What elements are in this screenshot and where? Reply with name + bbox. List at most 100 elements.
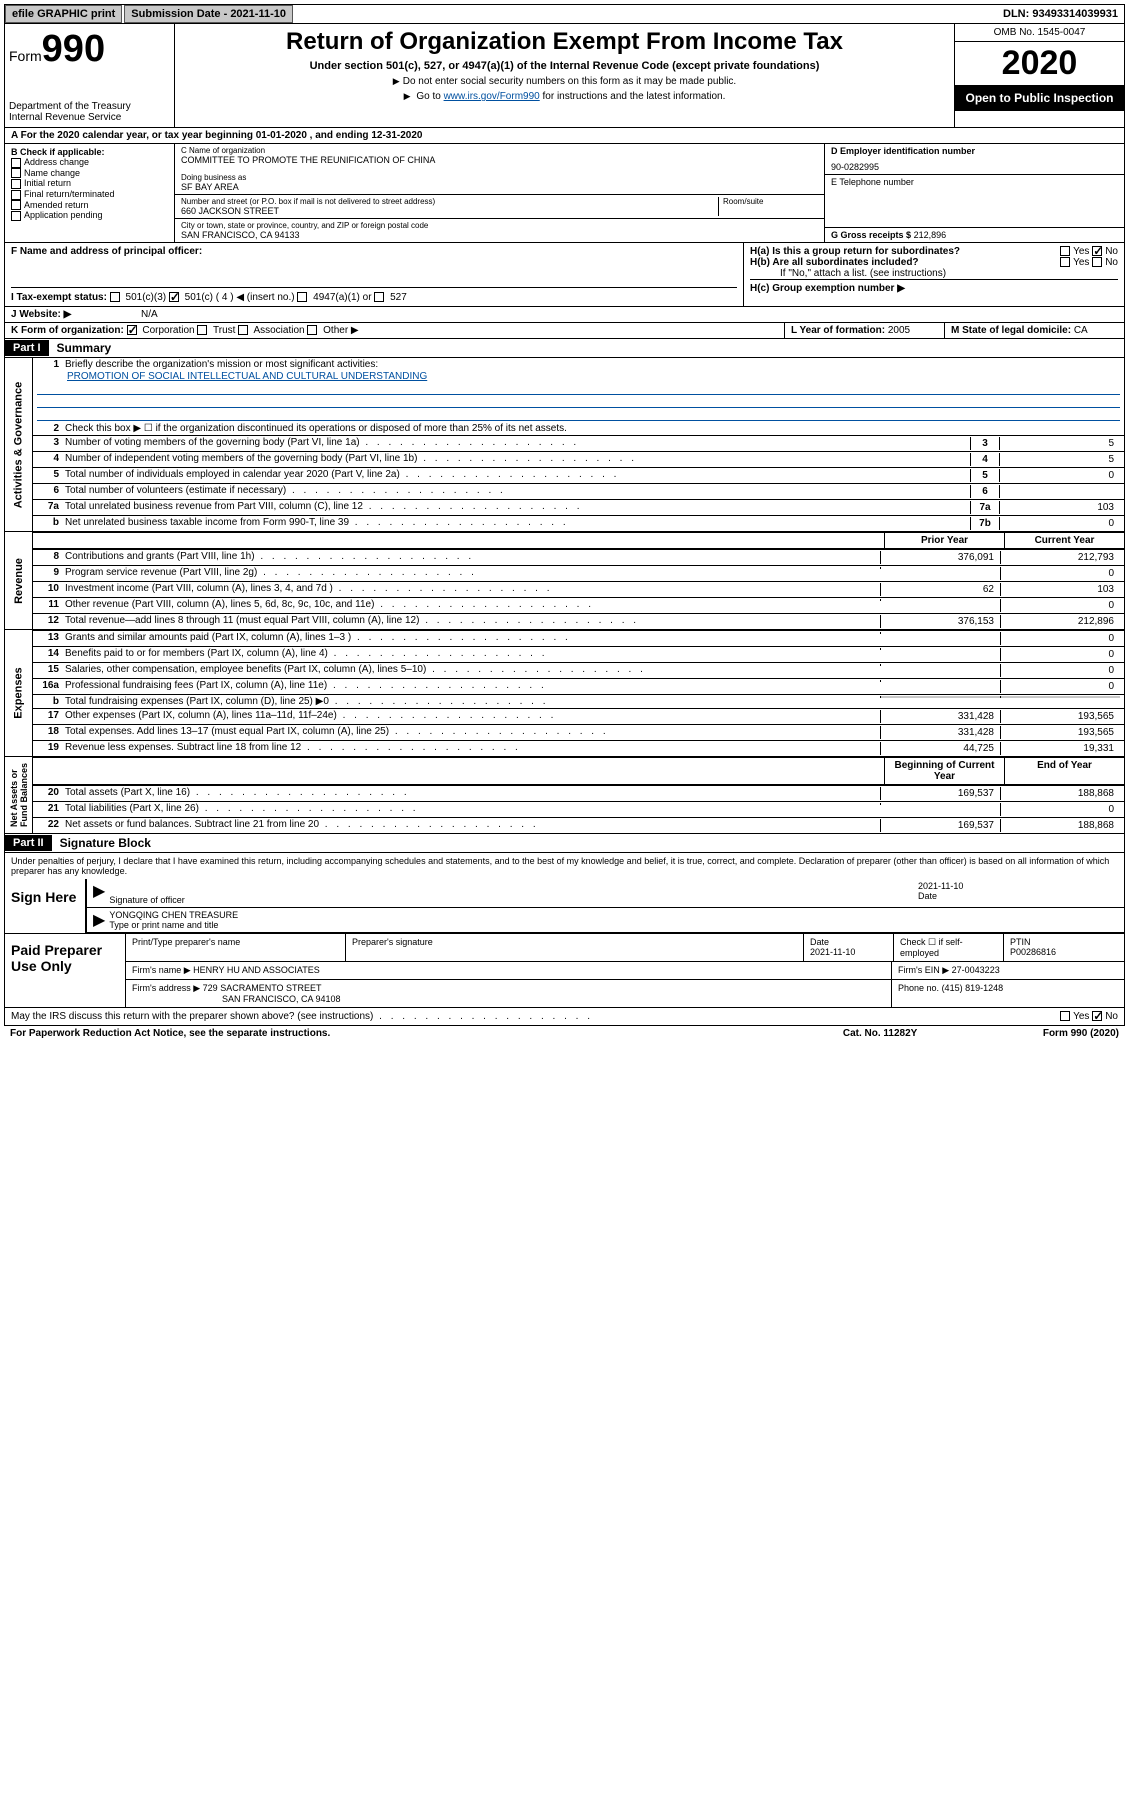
form-org-label: K Form of organization: bbox=[11, 325, 124, 336]
line-text: Total number of individuals employed in … bbox=[65, 469, 970, 480]
sig-date-label: Date bbox=[918, 891, 1118, 901]
line-value: 103 bbox=[1000, 501, 1120, 514]
line-text: Contributions and grants (Part VIII, lin… bbox=[65, 551, 880, 562]
firm-name-label: Firm's name ▶ bbox=[132, 965, 191, 975]
line-value: 5 bbox=[1000, 453, 1120, 466]
dba-label: Doing business as bbox=[181, 173, 818, 182]
line-text: Number of voting members of the governin… bbox=[65, 437, 970, 448]
dba-value: SF BAY AREA bbox=[181, 182, 818, 192]
submission-date-button[interactable]: Submission Date - 2021-11-10 bbox=[124, 5, 293, 23]
line-text: Total fundraising expenses (Part IX, col… bbox=[65, 696, 880, 707]
line-text: Total expenses. Add lines 13–17 (must eq… bbox=[65, 726, 880, 737]
ein-label: D Employer identification number bbox=[831, 146, 1118, 156]
ha-no[interactable] bbox=[1092, 246, 1102, 256]
section-b-label: B Check if applicable: bbox=[11, 147, 168, 157]
paid-preparer-label: Paid Preparer Use Only bbox=[5, 934, 125, 1007]
chk-other[interactable] bbox=[307, 325, 317, 335]
org-name: COMMITTEE TO PROMOTE THE REUNIFICATION O… bbox=[181, 155, 818, 165]
line-text: Total liabilities (Part X, line 26) bbox=[65, 803, 880, 814]
line-text: Program service revenue (Part VIII, line… bbox=[65, 567, 880, 578]
section-f-label: F Name and address of principal officer: bbox=[11, 246, 737, 257]
firm-ein: 27-0043223 bbox=[952, 965, 1000, 975]
side-activities-governance: Activities & Governance bbox=[5, 358, 33, 531]
curr-val: 0 bbox=[1000, 632, 1120, 645]
curr-val: 0 bbox=[1000, 599, 1120, 612]
prior-val bbox=[880, 664, 1000, 666]
form990-link[interactable]: www.irs.gov/Form990 bbox=[444, 91, 540, 102]
omb-number: OMB No. 1545-0047 bbox=[955, 24, 1124, 42]
line-text: Total assets (Part X, line 16) bbox=[65, 787, 880, 798]
prior-val: 376,091 bbox=[880, 551, 1000, 564]
hb-yes[interactable] bbox=[1060, 257, 1070, 267]
perjury-statement: Under penalties of perjury, I declare th… bbox=[5, 853, 1124, 879]
side-revenue: Revenue bbox=[5, 532, 33, 629]
hb-note: If "No," attach a list. (see instruction… bbox=[750, 268, 1118, 279]
hdr-begin-year: Beginning of Current Year bbox=[884, 758, 1004, 784]
ha-group-return: H(a) Is this a group return for subordin… bbox=[750, 246, 1118, 257]
sign-here-label: Sign Here bbox=[5, 879, 85, 933]
line-value bbox=[1000, 485, 1120, 487]
room-label: Room/suite bbox=[723, 197, 818, 206]
form-header: Form990 Department of the Treasury Inter… bbox=[4, 24, 1125, 128]
line-text: Total unrelated business revenue from Pa… bbox=[65, 501, 970, 512]
form-subtitle: Under section 501(c), 527, or 4947(a)(1)… bbox=[183, 60, 946, 72]
curr-val: 193,565 bbox=[1000, 710, 1120, 723]
officer-name-label: Type or print name and title bbox=[109, 920, 1118, 930]
line-box: 4 bbox=[970, 453, 1000, 466]
firm-name: HENRY HU AND ASSOCIATES bbox=[193, 965, 320, 975]
part1-badge: Part I bbox=[5, 340, 49, 356]
org-name-label: C Name of organization bbox=[181, 146, 818, 155]
topbar: efile GRAPHIC print Submission Date - 20… bbox=[4, 4, 1125, 24]
line-text: Total number of volunteers (estimate if … bbox=[65, 485, 970, 496]
chk-corp[interactable] bbox=[127, 325, 137, 335]
prior-val: 376,153 bbox=[880, 615, 1000, 628]
chk-name-change[interactable]: Name change bbox=[11, 168, 168, 179]
curr-val: 188,868 bbox=[1000, 819, 1120, 832]
discuss-yes[interactable] bbox=[1060, 1011, 1070, 1021]
sig-date: 2021-11-10 bbox=[918, 881, 1118, 891]
prior-val: 331,428 bbox=[880, 726, 1000, 739]
prior-val: 44,725 bbox=[880, 742, 1000, 755]
chk-final-return[interactable]: Final return/terminated bbox=[11, 189, 168, 200]
side-net-assets: Net Assets orFund Balances bbox=[5, 757, 33, 833]
curr-val: 188,868 bbox=[1000, 787, 1120, 800]
curr-val: 19,331 bbox=[1000, 742, 1120, 755]
discuss-no[interactable] bbox=[1092, 1011, 1102, 1021]
city-label: City or town, state or province, country… bbox=[181, 221, 818, 230]
chk-trust[interactable] bbox=[197, 325, 207, 335]
chk-application-pending[interactable]: Application pending bbox=[11, 210, 168, 221]
chk-assoc[interactable] bbox=[238, 325, 248, 335]
chk-501c[interactable] bbox=[169, 292, 179, 302]
chk-527[interactable] bbox=[374, 292, 384, 302]
ein-value: 90-0282995 bbox=[831, 162, 1118, 172]
hb-no[interactable] bbox=[1092, 257, 1102, 267]
firm-phone-label: Phone no. bbox=[898, 983, 939, 993]
ptin-value: P00286816 bbox=[1010, 947, 1056, 957]
firm-phone: (415) 819-1248 bbox=[942, 983, 1004, 993]
chk-initial-return[interactable]: Initial return bbox=[11, 178, 168, 189]
chk-4947[interactable] bbox=[297, 292, 307, 302]
line-text: Salaries, other compensation, employee b… bbox=[65, 664, 880, 675]
ha-yes[interactable] bbox=[1060, 246, 1070, 256]
website-label: J Website: ▶ bbox=[5, 307, 135, 322]
year-formation-label: L Year of formation: bbox=[791, 325, 885, 336]
state-domicile-label: M State of legal domicile: bbox=[951, 325, 1071, 336]
chk-501c3[interactable] bbox=[110, 292, 120, 302]
line-box: 5 bbox=[970, 469, 1000, 482]
curr-val: 0 bbox=[1000, 648, 1120, 661]
street-label: Number and street (or P.O. box if mail i… bbox=[181, 197, 718, 206]
curr-val: 0 bbox=[1000, 680, 1120, 693]
part1-title: Summary bbox=[49, 339, 120, 357]
chk-address-change[interactable]: Address change bbox=[11, 157, 168, 168]
chk-amended-return[interactable]: Amended return bbox=[11, 200, 168, 211]
line-box: 7b bbox=[970, 517, 1000, 530]
dln-label: DLN: 93493314039931 bbox=[997, 6, 1124, 22]
prior-val bbox=[880, 648, 1000, 650]
prep-sig-hdr: Preparer's signature bbox=[346, 934, 804, 961]
prep-date: 2021-11-10 bbox=[810, 947, 855, 957]
line-box: 3 bbox=[970, 437, 1000, 450]
line-value: 0 bbox=[1000, 517, 1120, 530]
efile-print-button[interactable]: efile GRAPHIC print bbox=[5, 5, 122, 23]
prep-date-hdr: Date bbox=[810, 937, 829, 947]
line-text: Investment income (Part VIII, column (A)… bbox=[65, 583, 880, 594]
